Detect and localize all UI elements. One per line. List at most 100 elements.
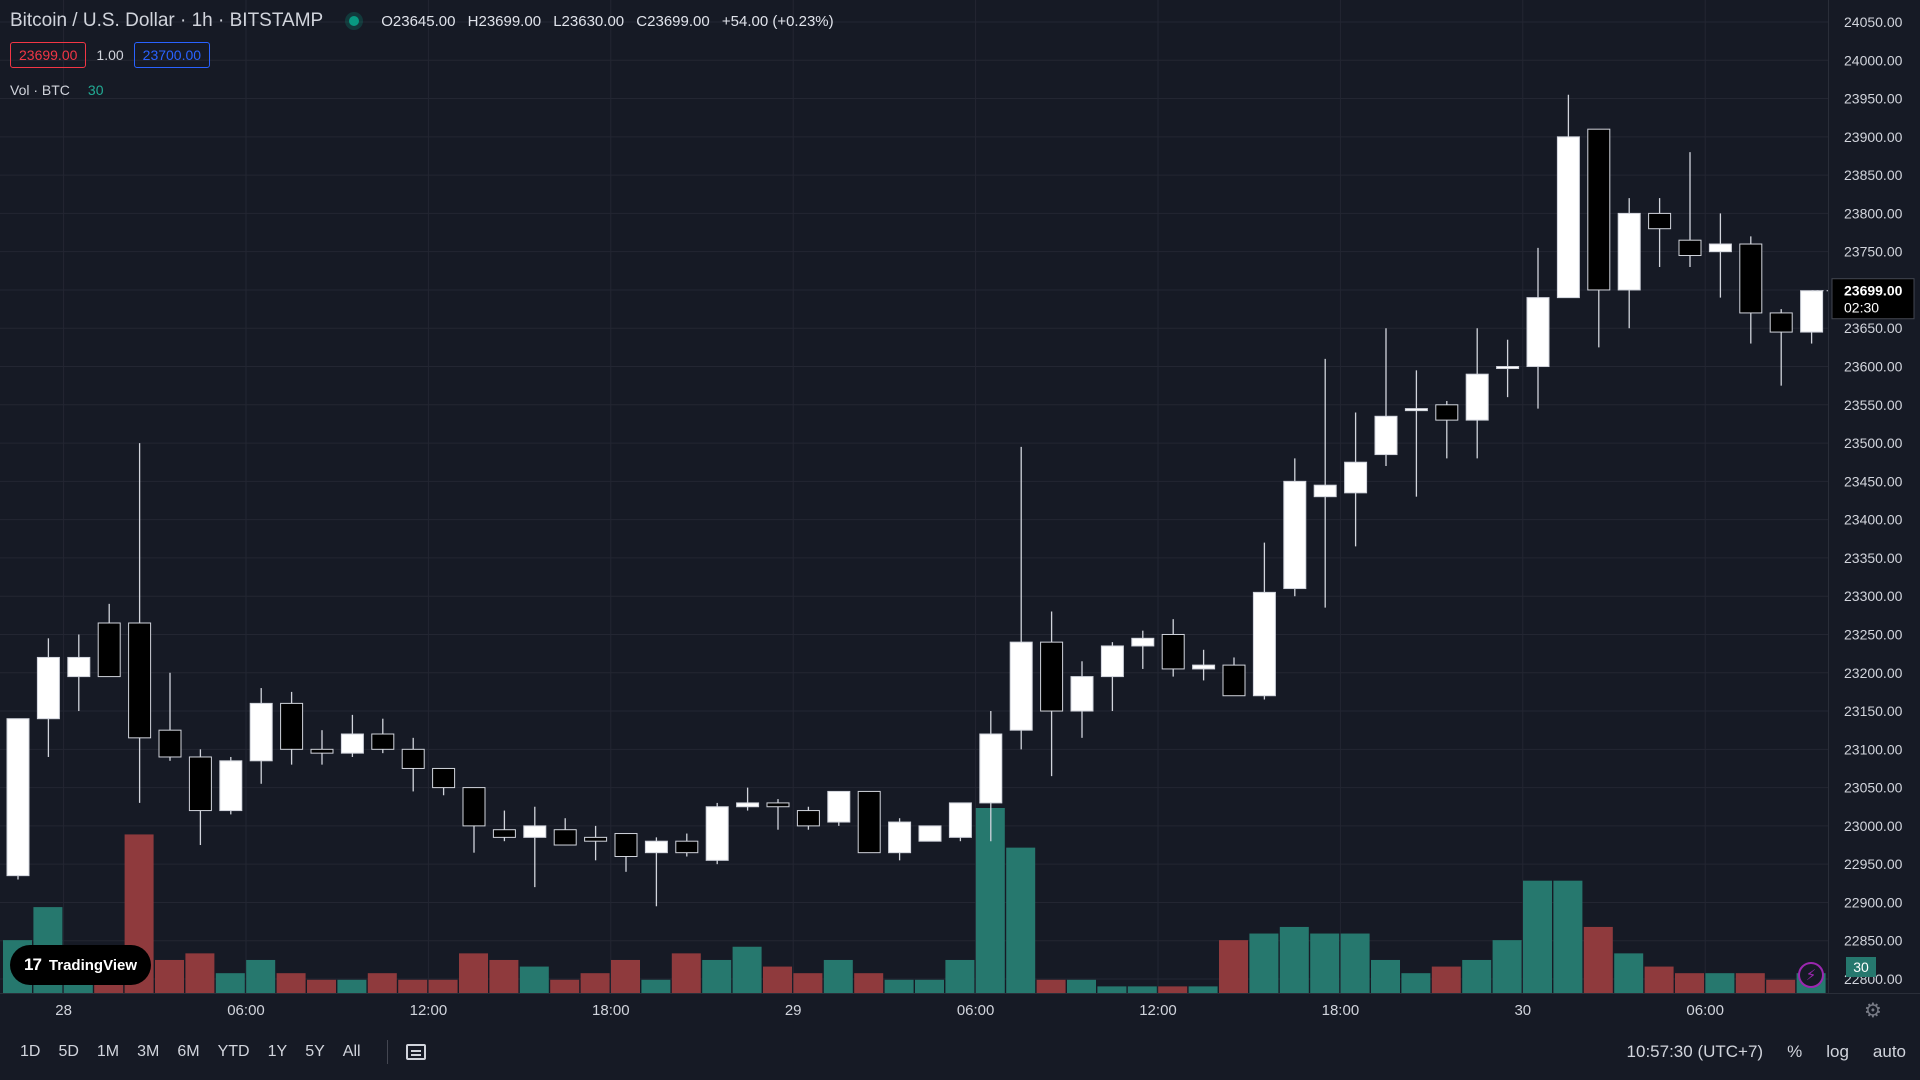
candle-body (1465, 373, 1489, 421)
volume-bar (854, 973, 884, 993)
range-6m[interactable]: 6M (177, 1043, 200, 1060)
time-tick-label: 12:00 (410, 1002, 448, 1019)
candle-body (1648, 212, 1672, 230)
low-value: L23630.00 (553, 12, 625, 30)
candle-body (1800, 290, 1824, 333)
volume-legend[interactable]: Vol · BTC 30 (10, 82, 103, 98)
last-volume-label: 30 (1853, 959, 1869, 975)
volume-bar (1553, 880, 1583, 993)
candle-body (1222, 664, 1246, 697)
range-1y[interactable]: 1Y (267, 1043, 288, 1060)
candle-body (492, 829, 516, 838)
range-1d[interactable]: 1D (20, 1043, 41, 1060)
time-tick-label: 06:00 (1686, 1002, 1724, 1019)
candle-body (553, 829, 577, 846)
candle-body (827, 790, 851, 823)
last-price-label: 23699.00 (1844, 283, 1903, 299)
range-1m[interactable]: 1M (96, 1043, 120, 1060)
volume-bar (1371, 959, 1400, 993)
volume-bar (1735, 973, 1765, 993)
symbol-legend: Bitcoin / U.S. Dollar · 1h · BITSTAMP O2… (10, 10, 842, 32)
price-tick-label: 23650.00 (1844, 320, 1903, 336)
price-tick-label: 23850.00 (1844, 167, 1903, 183)
candle-body (1587, 128, 1611, 291)
auto-toggle[interactable]: auto (1872, 1042, 1906, 1061)
symbol-title[interactable]: Bitcoin / U.S. Dollar · 1h · BITSTAMP (10, 10, 324, 31)
volume-bar (398, 979, 428, 993)
log-toggle[interactable]: log (1826, 1042, 1849, 1061)
last-price-tag-box (1831, 278, 1915, 320)
gear-icon[interactable]: ⚙ (1864, 1000, 1882, 1022)
price-tick-label: 23150.00 (1844, 703, 1903, 719)
volume-bar (1401, 973, 1431, 993)
volume-bar (884, 979, 914, 993)
candle-body (36, 656, 60, 720)
price-tick-label: 23300.00 (1844, 588, 1903, 604)
volume-bar (1462, 959, 1492, 993)
range-3m[interactable]: 3M (137, 1043, 160, 1060)
time-tick-label: 12:00 (1139, 1002, 1177, 1019)
time-tick-label: 30 (1514, 1002, 1531, 1019)
volume-label: Vol · BTC (10, 82, 70, 98)
price-axis[interactable]: 22800.0022850.0022900.0022950.0023000.00… (1844, 14, 1903, 987)
volume-bar (1158, 986, 1188, 993)
volume-bar (1523, 880, 1552, 993)
candle-body (1617, 212, 1641, 291)
change-value: +54.00 (+0.23%) (721, 12, 834, 30)
range-5d[interactable]: 5D (58, 1043, 79, 1060)
price-tick-label: 23800.00 (1844, 205, 1903, 221)
volume-bar (793, 973, 823, 993)
candle-body (310, 748, 334, 754)
candle-body (1526, 297, 1550, 368)
tradingview-logo[interactable]: 17 TradingView (10, 945, 152, 985)
quantity-value[interactable]: 1.00 (96, 47, 124, 63)
candle-body (340, 733, 364, 754)
lightning-icon[interactable]: ⚡ (1798, 962, 1824, 988)
volume-bar (1614, 953, 1644, 993)
volume-bars (3, 808, 1826, 993)
volume-bar (1492, 940, 1522, 993)
volume-bar (246, 959, 276, 993)
volume-bar (1067, 979, 1096, 993)
close-value: C23699.00 (636, 12, 710, 30)
volume-bar (1097, 986, 1127, 993)
candle-body (1708, 243, 1732, 253)
candle-body (401, 748, 425, 769)
grid (0, 0, 1920, 994)
market-status-icon (349, 16, 360, 26)
candles (6, 94, 1824, 907)
range-5y[interactable]: 5Y (305, 1043, 325, 1060)
time-tick-label: 18:00 (592, 1002, 630, 1019)
time-tick-label: 29 (785, 1002, 802, 1019)
volume-bar (1006, 847, 1036, 993)
candle-body (249, 702, 273, 762)
price-tick-label: 23050.00 (1844, 780, 1903, 796)
candle-body (1100, 645, 1124, 678)
candle-body (432, 767, 456, 789)
candle-body (1739, 243, 1763, 314)
candle-body (766, 802, 790, 808)
volume-bar (1249, 933, 1279, 993)
right-tools: 10:57:30 (UTC+7) % log auto (1603, 1042, 1906, 1062)
volume-bar (337, 979, 367, 993)
clock-display[interactable]: 10:57:30 (UTC+7) (1626, 1042, 1764, 1061)
volume-bar (915, 979, 944, 993)
volume-bar (1340, 933, 1370, 993)
volume-bar (763, 966, 792, 993)
candle-body (462, 787, 486, 827)
candle-body (584, 836, 608, 842)
range-all[interactable]: All (342, 1043, 361, 1060)
range-ytd[interactable]: YTD (217, 1043, 250, 1060)
candle-body (219, 760, 243, 812)
price-tick-label: 22850.00 (1844, 933, 1903, 949)
sell-button[interactable]: 23699.00 (10, 42, 87, 68)
volume-bar (215, 973, 245, 993)
date-range-icon[interactable] (405, 1044, 426, 1060)
price-tick-label: 23400.00 (1844, 512, 1903, 528)
volume-bar (1705, 973, 1735, 993)
time-axis[interactable]: 28 06:00 12:00 18:00 29 06:00 12:00 18:00 30 06:0… (55, 1002, 1724, 1019)
buy-button[interactable]: 23700.00 (133, 42, 211, 68)
percent-toggle[interactable]: % (1787, 1042, 1803, 1061)
volume-bar (1431, 966, 1461, 993)
